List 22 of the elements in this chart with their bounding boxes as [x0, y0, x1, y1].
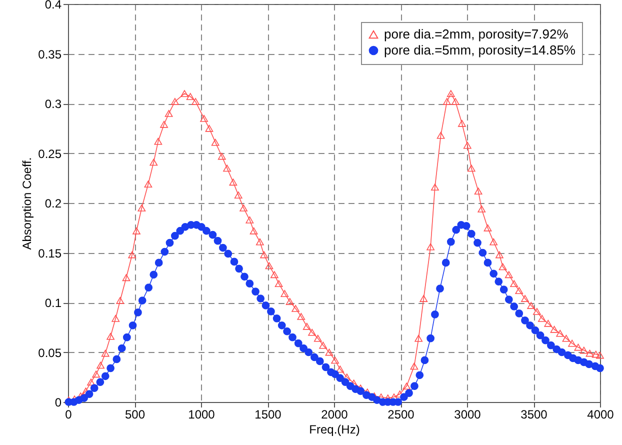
- x-tick-label: 2000: [321, 408, 348, 422]
- y-tick-label: 0.4: [44, 0, 62, 12]
- y-tick-label: 0.3: [44, 97, 62, 111]
- y-tick-label: 0.15: [38, 246, 62, 260]
- x-tick-label: 500: [124, 408, 146, 422]
- y-tick-label: 0.35: [38, 47, 62, 62]
- x-tick-label: 2500: [388, 408, 415, 422]
- x-tick-label: 3500: [520, 408, 548, 422]
- y-axis-title: Absorption Coeff.: [20, 157, 34, 250]
- x-tick-label: 3000: [454, 408, 482, 422]
- x-tick-label: 4000: [587, 408, 614, 422]
- legend-label: pore dia.=2mm, porosity=7.92%: [384, 26, 569, 42]
- y-tick-label: 0.05: [38, 346, 62, 360]
- x-tick-label: 1500: [254, 408, 282, 422]
- y-tick-label: 0.1: [44, 296, 62, 310]
- y-tick-label: 0: [54, 396, 62, 410]
- y-tick-label: 0.2: [44, 196, 62, 210]
- x-tick-label: 1000: [188, 408, 216, 422]
- legend-label: pore dia.=5mm, porosity=14.85%: [384, 42, 576, 58]
- y-tick-label: 0.25: [38, 146, 62, 161]
- x-tick-label: 0: [65, 408, 72, 422]
- x-axis-title: Freq.(Hz): [309, 422, 360, 436]
